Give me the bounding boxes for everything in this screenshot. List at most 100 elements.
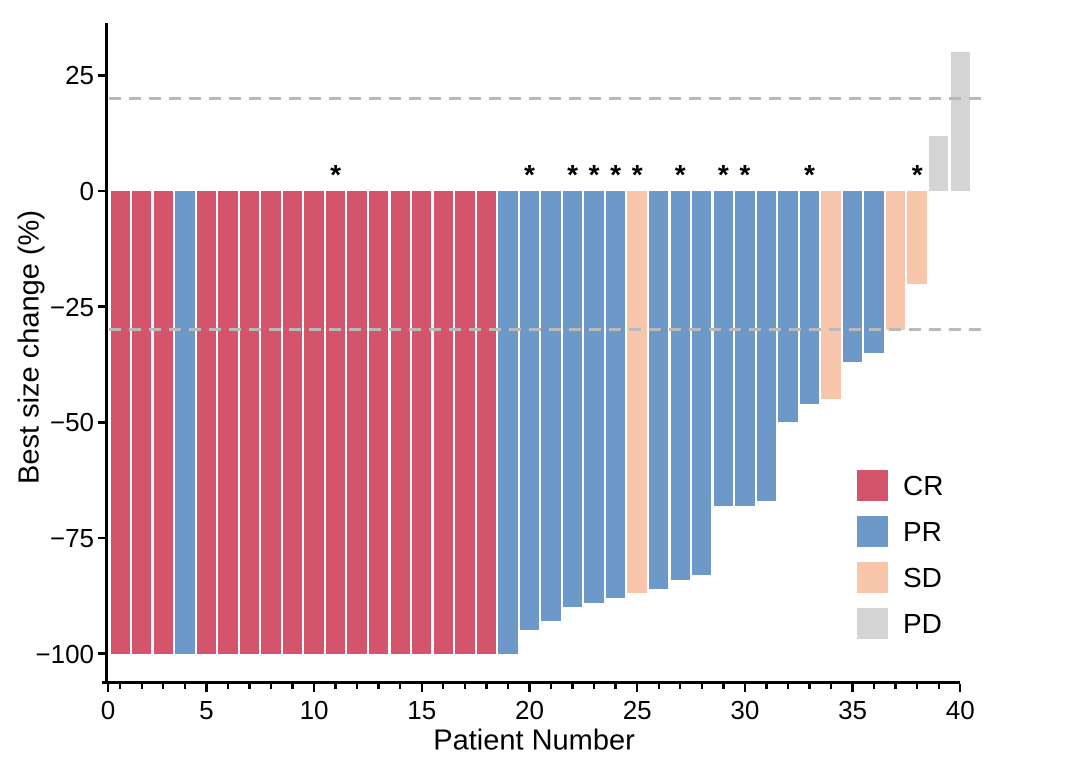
bar-patient-2 (132, 191, 152, 654)
x-axis-line (102, 681, 960, 684)
bar-patient-29 (713, 191, 733, 506)
x-tick-20 (528, 683, 531, 692)
x-minor-tick-31 (765, 683, 768, 689)
significance-star-patient-24: * (610, 159, 622, 190)
bar-patient-34 (821, 191, 841, 400)
bar-patient-30 (735, 191, 755, 506)
y-tick-label--25: −25 (49, 291, 94, 322)
x-tick-15 (420, 683, 423, 692)
bar-patient-19 (498, 191, 518, 654)
x-tick-40 (959, 683, 962, 692)
x-tick-label-20: 20 (514, 695, 544, 725)
bar-patient-13 (368, 191, 389, 654)
x-tick-35 (851, 683, 854, 692)
x-minor-tick-39 (937, 683, 940, 689)
x-minor-tick-2 (140, 683, 143, 689)
x-tick-label-40: 40 (945, 695, 975, 725)
bar-patient-20 (519, 191, 540, 631)
bar-patient-4 (175, 191, 195, 654)
y-tick-label-25: 25 (65, 60, 94, 91)
x-tick-label-25: 25 (622, 695, 652, 725)
x-minor-tick-21 (549, 683, 553, 689)
x-axis-title: Patient Number (433, 724, 635, 757)
y-tick-25 (97, 74, 106, 77)
bar-patient-22 (562, 191, 583, 608)
bar-patient-39 (929, 135, 949, 191)
bar-patient-11 (325, 191, 346, 654)
bar-patient-3 (153, 191, 173, 654)
legend-swatch-pr (857, 516, 888, 547)
x-minor-tick-1 (119, 683, 122, 689)
x-tick-label-10: 10 (299, 695, 329, 725)
bar-patient-15 (412, 191, 432, 654)
x-minor-tick-11 (334, 683, 337, 689)
bar-patient-8 (261, 191, 281, 654)
significance-star-patient-25: * (631, 159, 643, 190)
significance-star-patient-23: * (588, 159, 600, 190)
y-tick-label-0: 0 (79, 176, 94, 206)
x-minor-tick-16 (442, 683, 445, 689)
x-tick-label-5: 5 (199, 695, 214, 725)
x-minor-tick-3 (162, 683, 165, 689)
bar-patient-36 (864, 191, 884, 353)
legend-swatch-sd (857, 562, 888, 593)
bar-patient-38 (907, 191, 927, 284)
bar-patient-25 (627, 191, 647, 594)
x-minor-tick-34 (829, 683, 833, 689)
bar-patient-31 (756, 191, 777, 501)
significance-star-patient-29: * (717, 159, 729, 190)
y-tick--100 (97, 652, 106, 655)
x-tick-0 (106, 683, 110, 692)
bar-patient-21 (541, 191, 561, 622)
legend-label-sd: SD (903, 562, 942, 593)
x-tick-label-0: 0 (100, 695, 116, 725)
bar-patient-12 (347, 191, 367, 654)
bar-patient-6 (218, 191, 238, 654)
legend-label-pd: PD (903, 608, 942, 639)
legend-swatch-pd (857, 608, 888, 639)
bar-patient-14 (390, 191, 410, 654)
significance-star-patient-20: * (524, 159, 535, 190)
x-minor-tick-9 (291, 683, 294, 689)
x-minor-tick-14 (399, 683, 402, 689)
x-minor-tick-13 (377, 683, 380, 689)
bar-patient-28 (692, 191, 712, 575)
bar-patient-9 (282, 191, 303, 654)
significance-star-patient-11: * (330, 159, 342, 190)
x-minor-tick-26 (657, 683, 660, 689)
bar-patient-26 (649, 191, 669, 589)
x-tick-label-35: 35 (838, 695, 867, 725)
x-minor-tick-22 (571, 683, 574, 689)
bar-patient-23 (584, 191, 604, 603)
x-tick-30 (743, 683, 747, 692)
x-minor-tick-38 (915, 683, 919, 689)
bar-patient-17 (455, 191, 475, 654)
reference-line-20 (109, 97, 985, 100)
y-tick--50 (97, 420, 106, 424)
significance-star-patient-27: * (674, 159, 686, 190)
x-minor-tick-24 (614, 683, 617, 689)
y-axis-title: Best size change (%) (13, 209, 46, 485)
x-minor-tick-18 (485, 683, 488, 689)
x-minor-tick-7 (248, 683, 251, 689)
bar-patient-5 (196, 191, 217, 654)
significance-star-patient-22: * (567, 159, 578, 190)
legend-swatch-cr (857, 470, 888, 501)
x-tick-10 (312, 683, 316, 692)
x-minor-tick-36 (872, 683, 876, 689)
bar-patient-10 (304, 191, 324, 654)
significance-star-patient-38: * (911, 159, 923, 190)
y-tick--25 (97, 305, 106, 308)
y-tick-0 (97, 189, 106, 193)
bar-patient-24 (605, 191, 626, 598)
plot-area: * * * * * * * * * * * 25 0 −25 −50 −75 −100 0 5 10 15 20 25 30 3… (35, 18, 985, 725)
x-minor-tick-12 (355, 683, 359, 689)
bar-patient-7 (239, 191, 260, 654)
legend-label-pr: PR (903, 516, 942, 547)
bar-patient-40 (950, 52, 970, 191)
bar-patient-33 (799, 191, 820, 404)
x-minor-tick-4 (183, 683, 186, 689)
x-minor-tick-17 (463, 683, 467, 689)
bar-patient-18 (476, 191, 497, 654)
